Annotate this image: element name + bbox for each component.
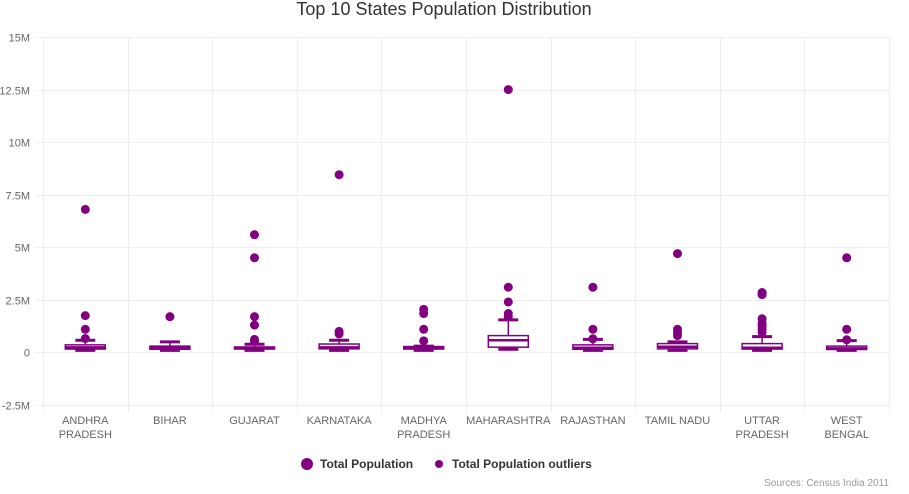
y-tick-label: 10M: [9, 138, 30, 150]
box-iqr: [741, 342, 783, 350]
outlier-point[interactable]: [503, 297, 513, 307]
outlier-point[interactable]: [503, 85, 513, 95]
legend-item-total-population[interactable]: Total Population: [301, 457, 413, 471]
outlier-point[interactable]: [250, 336, 259, 346]
x-tick-line: RAJASTHAN: [560, 415, 625, 427]
x-tick-label: MAHARASHTRA: [466, 415, 551, 427]
x-tick-label: BIHAR: [153, 415, 187, 427]
box-9[interactable]: [825, 339, 868, 352]
box-6[interactable]: [572, 337, 614, 352]
x-tick-line: PRADESH: [59, 429, 112, 441]
box-7[interactable]: [656, 340, 699, 352]
y-tick-label: 15M: [9, 33, 30, 45]
x-tick-line: BENGAL: [824, 429, 869, 441]
outlier-point[interactable]: [80, 324, 90, 334]
y-tick-label: 7.5M: [6, 191, 30, 203]
outlier-point[interactable]: [757, 290, 767, 300]
legend-label-total-population: Total Population: [320, 457, 413, 471]
box-3[interactable]: [318, 338, 360, 352]
legend-label-outliers: Total Population outliers: [452, 457, 592, 471]
x-tick-label: GUJARAT: [229, 415, 280, 427]
outlier-point[interactable]: [250, 312, 259, 322]
x-tick-line: KARNATAKA: [307, 415, 373, 427]
outlier-point[interactable]: [419, 324, 429, 334]
x-tick-label: ANDHRA PRADESH: [59, 415, 112, 441]
outlier-point[interactable]: [503, 282, 513, 292]
legend-marker-outliers: [435, 460, 443, 468]
outlier-point[interactable]: [80, 334, 90, 344]
outlier-point[interactable]: [503, 312, 513, 322]
outlier-point[interactable]: [588, 334, 598, 344]
y-tick-label: 5M: [15, 243, 30, 255]
y-tick-label: 0: [24, 348, 30, 360]
outlier-point[interactable]: [588, 324, 598, 334]
x-tick-line: PRADESH: [397, 429, 450, 441]
outlier-point[interactable]: [588, 282, 598, 292]
x-tick-line: MADHYA: [401, 415, 448, 427]
outlier-point[interactable]: [250, 320, 259, 330]
source-annotation: Sources: Census India 2011: [764, 478, 889, 489]
outlier-point[interactable]: [334, 170, 344, 180]
y-tick-label: 2.5M: [6, 296, 30, 308]
outlier-point[interactable]: [165, 312, 175, 322]
outlier-point[interactable]: [80, 204, 90, 214]
x-tick-label: UTTAR PRADESH: [736, 415, 789, 441]
outlier-point[interactable]: [250, 230, 259, 240]
x-tick-line: GUJARAT: [229, 415, 280, 427]
outlier-point[interactable]: [842, 335, 852, 345]
x-tick-line: WEST: [831, 415, 863, 427]
box-5[interactable]: [487, 318, 530, 351]
x-tick-line: MAHARASHTRA: [466, 415, 551, 427]
x-tick-label: TAMIL NADU: [645, 415, 710, 427]
outlier-point[interactable]: [673, 249, 682, 259]
x-tick-line: TAMIL NADU: [645, 415, 710, 427]
outlier-series: [80, 85, 852, 346]
y-tick-label: 12.5M: [0, 86, 30, 98]
grid-lines: [35, 37, 890, 413]
outlier-point[interactable]: [842, 324, 852, 334]
x-tick-line: PRADESH: [736, 429, 789, 441]
outlier-point[interactable]: [250, 253, 259, 263]
outlier-point[interactable]: [842, 253, 852, 263]
x-tick-line: UTTAR: [744, 415, 780, 427]
x-axis-ticks: ANDHRA PRADESH BIHAR GUJARAT KARNATAKA MADHYA…: [59, 415, 869, 441]
outlier-point[interactable]: [419, 309, 429, 319]
x-tick-line: ANDHRA: [62, 415, 109, 427]
x-tick-label: KARNATAKA: [307, 415, 373, 427]
box-series: [64, 318, 868, 352]
x-tick-line: BIHAR: [153, 415, 187, 427]
outlier-point[interactable]: [419, 336, 429, 346]
box-1[interactable]: [149, 340, 191, 352]
chart-title: Top 10 States Population Distribution: [296, 0, 591, 19]
y-axis-ticks: 15M 12.5M 10M 7.5M 5M 2.5M 0 -2.5M: [0, 33, 30, 413]
y-tick-label: -2.5M: [2, 401, 30, 413]
legend-marker-total-population: [301, 458, 313, 470]
box-4[interactable]: [402, 344, 445, 352]
outlier-point[interactable]: [757, 327, 767, 337]
x-tick-label: WEST BENGAL: [824, 415, 869, 441]
x-tick-label: MADHYA PRADESH: [397, 415, 450, 441]
x-tick-label: RAJASTHAN: [560, 415, 625, 427]
box-8[interactable]: [741, 335, 783, 352]
legend-item-outliers[interactable]: Total Population outliers: [435, 457, 592, 471]
outlier-point[interactable]: [80, 311, 90, 321]
legend: Total Population Total Population outlie…: [301, 457, 592, 471]
outlier-point[interactable]: [334, 329, 344, 339]
outlier-point[interactable]: [673, 331, 682, 341]
